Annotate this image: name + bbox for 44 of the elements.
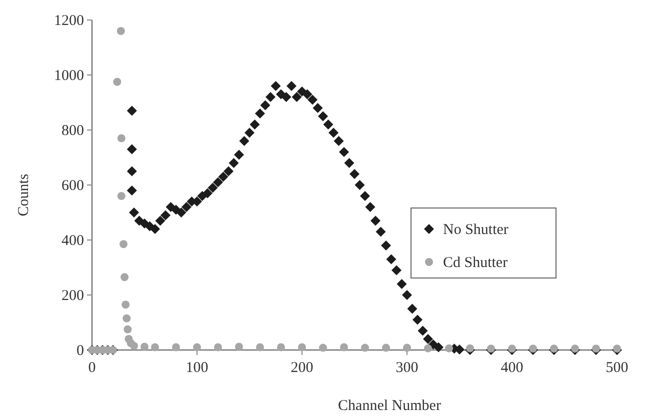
y-axis-title: Counts xyxy=(16,174,32,216)
point xyxy=(122,314,131,322)
point xyxy=(130,342,138,350)
point xyxy=(120,240,128,248)
point xyxy=(122,300,130,309)
point xyxy=(214,343,222,352)
point xyxy=(172,343,180,352)
y-tick-label: 0 xyxy=(76,343,84,359)
point xyxy=(424,344,432,352)
x-axis-title: Channel Number xyxy=(338,398,441,414)
x-tick-label: 100 xyxy=(186,360,208,376)
point xyxy=(124,325,132,334)
point xyxy=(117,192,126,200)
legend-label: Cd Shutter xyxy=(443,255,508,271)
point xyxy=(235,342,243,351)
x-tick-label: 400 xyxy=(500,360,524,376)
point xyxy=(466,344,474,352)
point xyxy=(340,343,348,352)
x-tick-label: 300 xyxy=(396,360,418,376)
point xyxy=(361,344,369,352)
point xyxy=(151,343,159,352)
point xyxy=(113,78,122,86)
x-tick-label: 200 xyxy=(290,360,314,376)
x-tick-label: 0 xyxy=(88,360,96,376)
point xyxy=(193,343,201,352)
point xyxy=(120,273,129,282)
point xyxy=(319,344,327,352)
point xyxy=(298,343,306,352)
y-tick-label: 1000 xyxy=(54,68,84,84)
point xyxy=(277,343,285,352)
point xyxy=(256,343,264,352)
point xyxy=(117,134,126,142)
y-tick-label: 400 xyxy=(62,233,84,249)
y-tick-label: 600 xyxy=(62,178,84,194)
point xyxy=(445,344,453,352)
point xyxy=(382,344,390,352)
x-tick-label: 500 xyxy=(606,360,628,376)
y-tick-label: 1200 xyxy=(54,13,84,29)
legend-label: No Shutter xyxy=(443,222,508,238)
y-tick-label: 200 xyxy=(62,288,84,304)
point xyxy=(116,27,125,35)
point xyxy=(403,344,411,352)
y-tick-label: 800 xyxy=(62,123,84,139)
point xyxy=(140,342,148,351)
